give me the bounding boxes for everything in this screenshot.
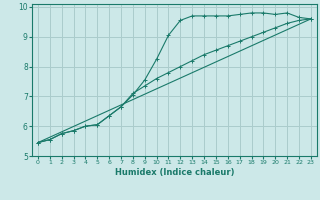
X-axis label: Humidex (Indice chaleur): Humidex (Indice chaleur)	[115, 168, 234, 177]
